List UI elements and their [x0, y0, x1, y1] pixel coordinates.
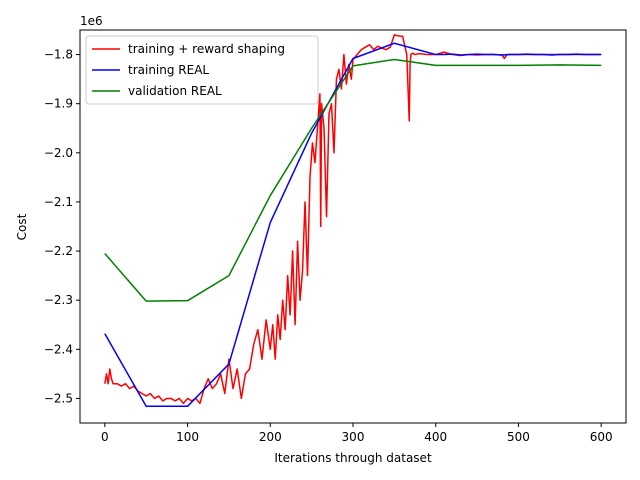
y-tick-label: −2.5: [44, 391, 73, 405]
x-tick-label: 100: [176, 430, 199, 444]
legend: training + reward shaping training REAL …: [85, 35, 319, 105]
legend-label-validation-real: validation REAL: [128, 84, 222, 98]
legend-label-training-reward-shaping: training + reward shaping: [128, 42, 285, 56]
y-tick-label: −2.2: [44, 244, 73, 258]
y-tick-label: −1.8: [44, 48, 73, 62]
y-tick-label: −2.1: [44, 195, 73, 209]
x-tick-label: 500: [507, 430, 530, 444]
y-axis: −2.5 −2.4 −2.3 −2.2 −2.1 −2.0 −1.9 −1.8: [44, 48, 80, 405]
y-tick-label: −2.0: [44, 146, 73, 160]
y-offset-label: 1e6: [80, 14, 103, 28]
y-tick-label: −2.3: [44, 293, 73, 307]
legend-box: [85, 35, 319, 105]
x-tick-label: 300: [342, 430, 365, 444]
plot-lines: [104, 34, 602, 408]
x-tick-label: 400: [424, 430, 447, 444]
x-tick-label: 200: [259, 430, 282, 444]
x-axis-label: Iterations through dataset: [274, 451, 432, 465]
y-tick-label: −1.9: [44, 97, 73, 111]
x-tick-label: 600: [590, 430, 613, 444]
y-axis-label: Cost: [15, 213, 29, 240]
x-axis: 0 100 200 300 400 500 600: [101, 423, 613, 444]
series-line-training-real: [104, 42, 602, 408]
series-line-validation-real: [104, 58, 602, 302]
legend-label-training-real: training REAL: [128, 63, 209, 77]
x-tick-label: 0: [101, 430, 109, 444]
y-tick-label: −2.4: [44, 342, 73, 356]
